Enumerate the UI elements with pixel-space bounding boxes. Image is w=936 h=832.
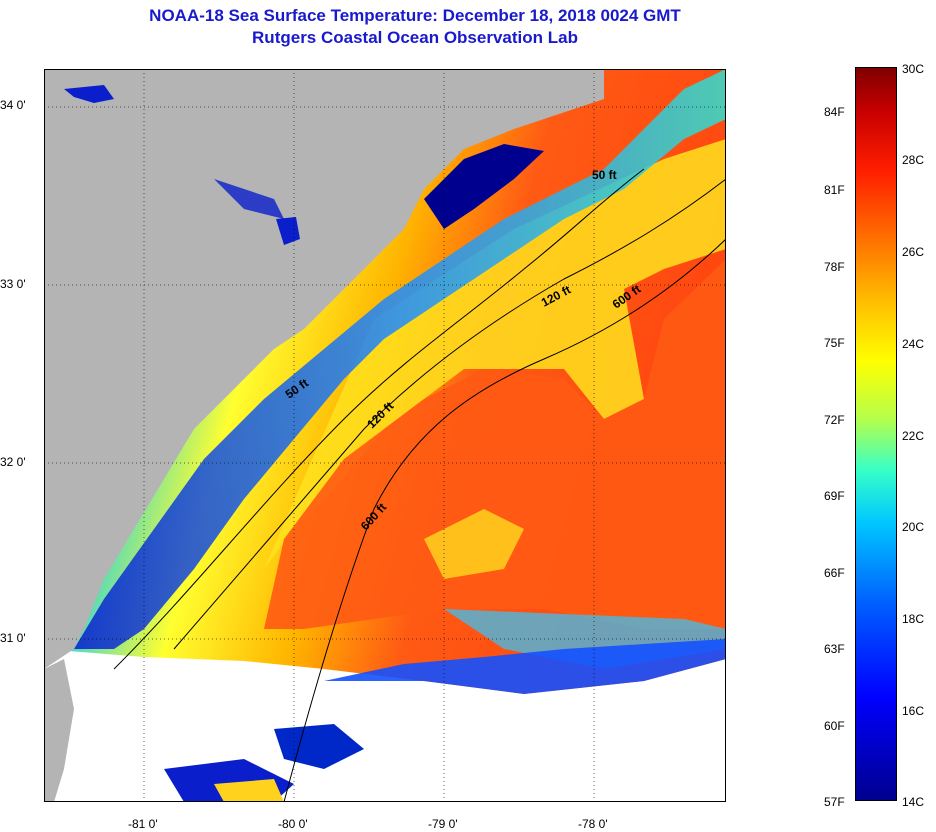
gulf-stream: [264, 259, 726, 629]
graticule: [44, 69, 726, 802]
colorbar-c-label: 18C: [902, 612, 925, 626]
colorbar-f-label: 66F: [824, 566, 845, 580]
colorbar-c-label: 30C: [902, 62, 925, 76]
y-tick-label: 34 0': [0, 98, 26, 112]
x-tick-label: -80 0': [278, 817, 308, 831]
land-mass: [44, 69, 604, 669]
land-south: [44, 659, 74, 802]
map-frame: [44, 69, 726, 802]
title-line-2: Rutgers Coastal Ocean Observation Lab: [252, 28, 578, 47]
river-channel: [214, 179, 284, 219]
title-line-1: NOAA-18 Sea Surface Temperature: Decembe…: [149, 6, 681, 25]
x-tick-label: -78 0': [578, 817, 608, 831]
cold-patch-south: [274, 724, 364, 769]
long-bay-cold-water: [424, 144, 544, 229]
colorbar-f-label: 69F: [824, 489, 845, 503]
colorbar-f-label: 78F: [824, 260, 845, 274]
sst-map: 50 ft 50 ft 120 ft 120 ft 600 ft 600 ft: [44, 69, 726, 802]
colorbar-c-label: 26C: [902, 245, 925, 259]
isobath-120ft: [173, 178, 726, 650]
shelf-warm-band: [264, 139, 726, 569]
colorbar-f-label: 72F: [824, 413, 845, 427]
colorbar-c-label: 20C: [902, 520, 925, 534]
colorbar-f-label: 81F: [824, 183, 845, 197]
colorbar-f-label: 75F: [824, 336, 845, 350]
colorbar-c-label: 24C: [902, 337, 925, 351]
y-tick-label: 32 0': [0, 455, 26, 469]
y-tick-label: 33 0': [0, 277, 26, 291]
colorbar-c-label: 16C: [902, 704, 925, 718]
temperature-colorbar: [855, 67, 897, 801]
colorbar-f-label: 57F: [824, 795, 845, 809]
colorbar-c-label: 14C: [902, 795, 925, 809]
x-tick-label: -79 0': [428, 817, 458, 831]
isobath-600ft: [283, 238, 726, 802]
contour-label: 50 ft: [592, 168, 617, 182]
cold-specks: [324, 639, 726, 694]
colorbar-f-label: 84F: [824, 105, 845, 119]
colorbar-f-label: 63F: [824, 642, 845, 656]
coastal-cold-band: [74, 69, 726, 649]
x-tick-label: -81 0': [128, 817, 158, 831]
isobath-50ft: [113, 168, 645, 670]
colorbar-f-label: 60F: [824, 719, 845, 733]
inland-lake: [64, 85, 114, 103]
cool-patch: [424, 509, 524, 579]
y-tick-label: 31 0': [0, 631, 26, 645]
colorbar-c-label: 28C: [902, 153, 925, 167]
warm-patch-south: [214, 779, 284, 802]
colorbar-c-label: 22C: [902, 429, 925, 443]
sst-map-canvas: 50 ft 50 ft 120 ft 120 ft 600 ft 600 ft: [44, 69, 726, 802]
